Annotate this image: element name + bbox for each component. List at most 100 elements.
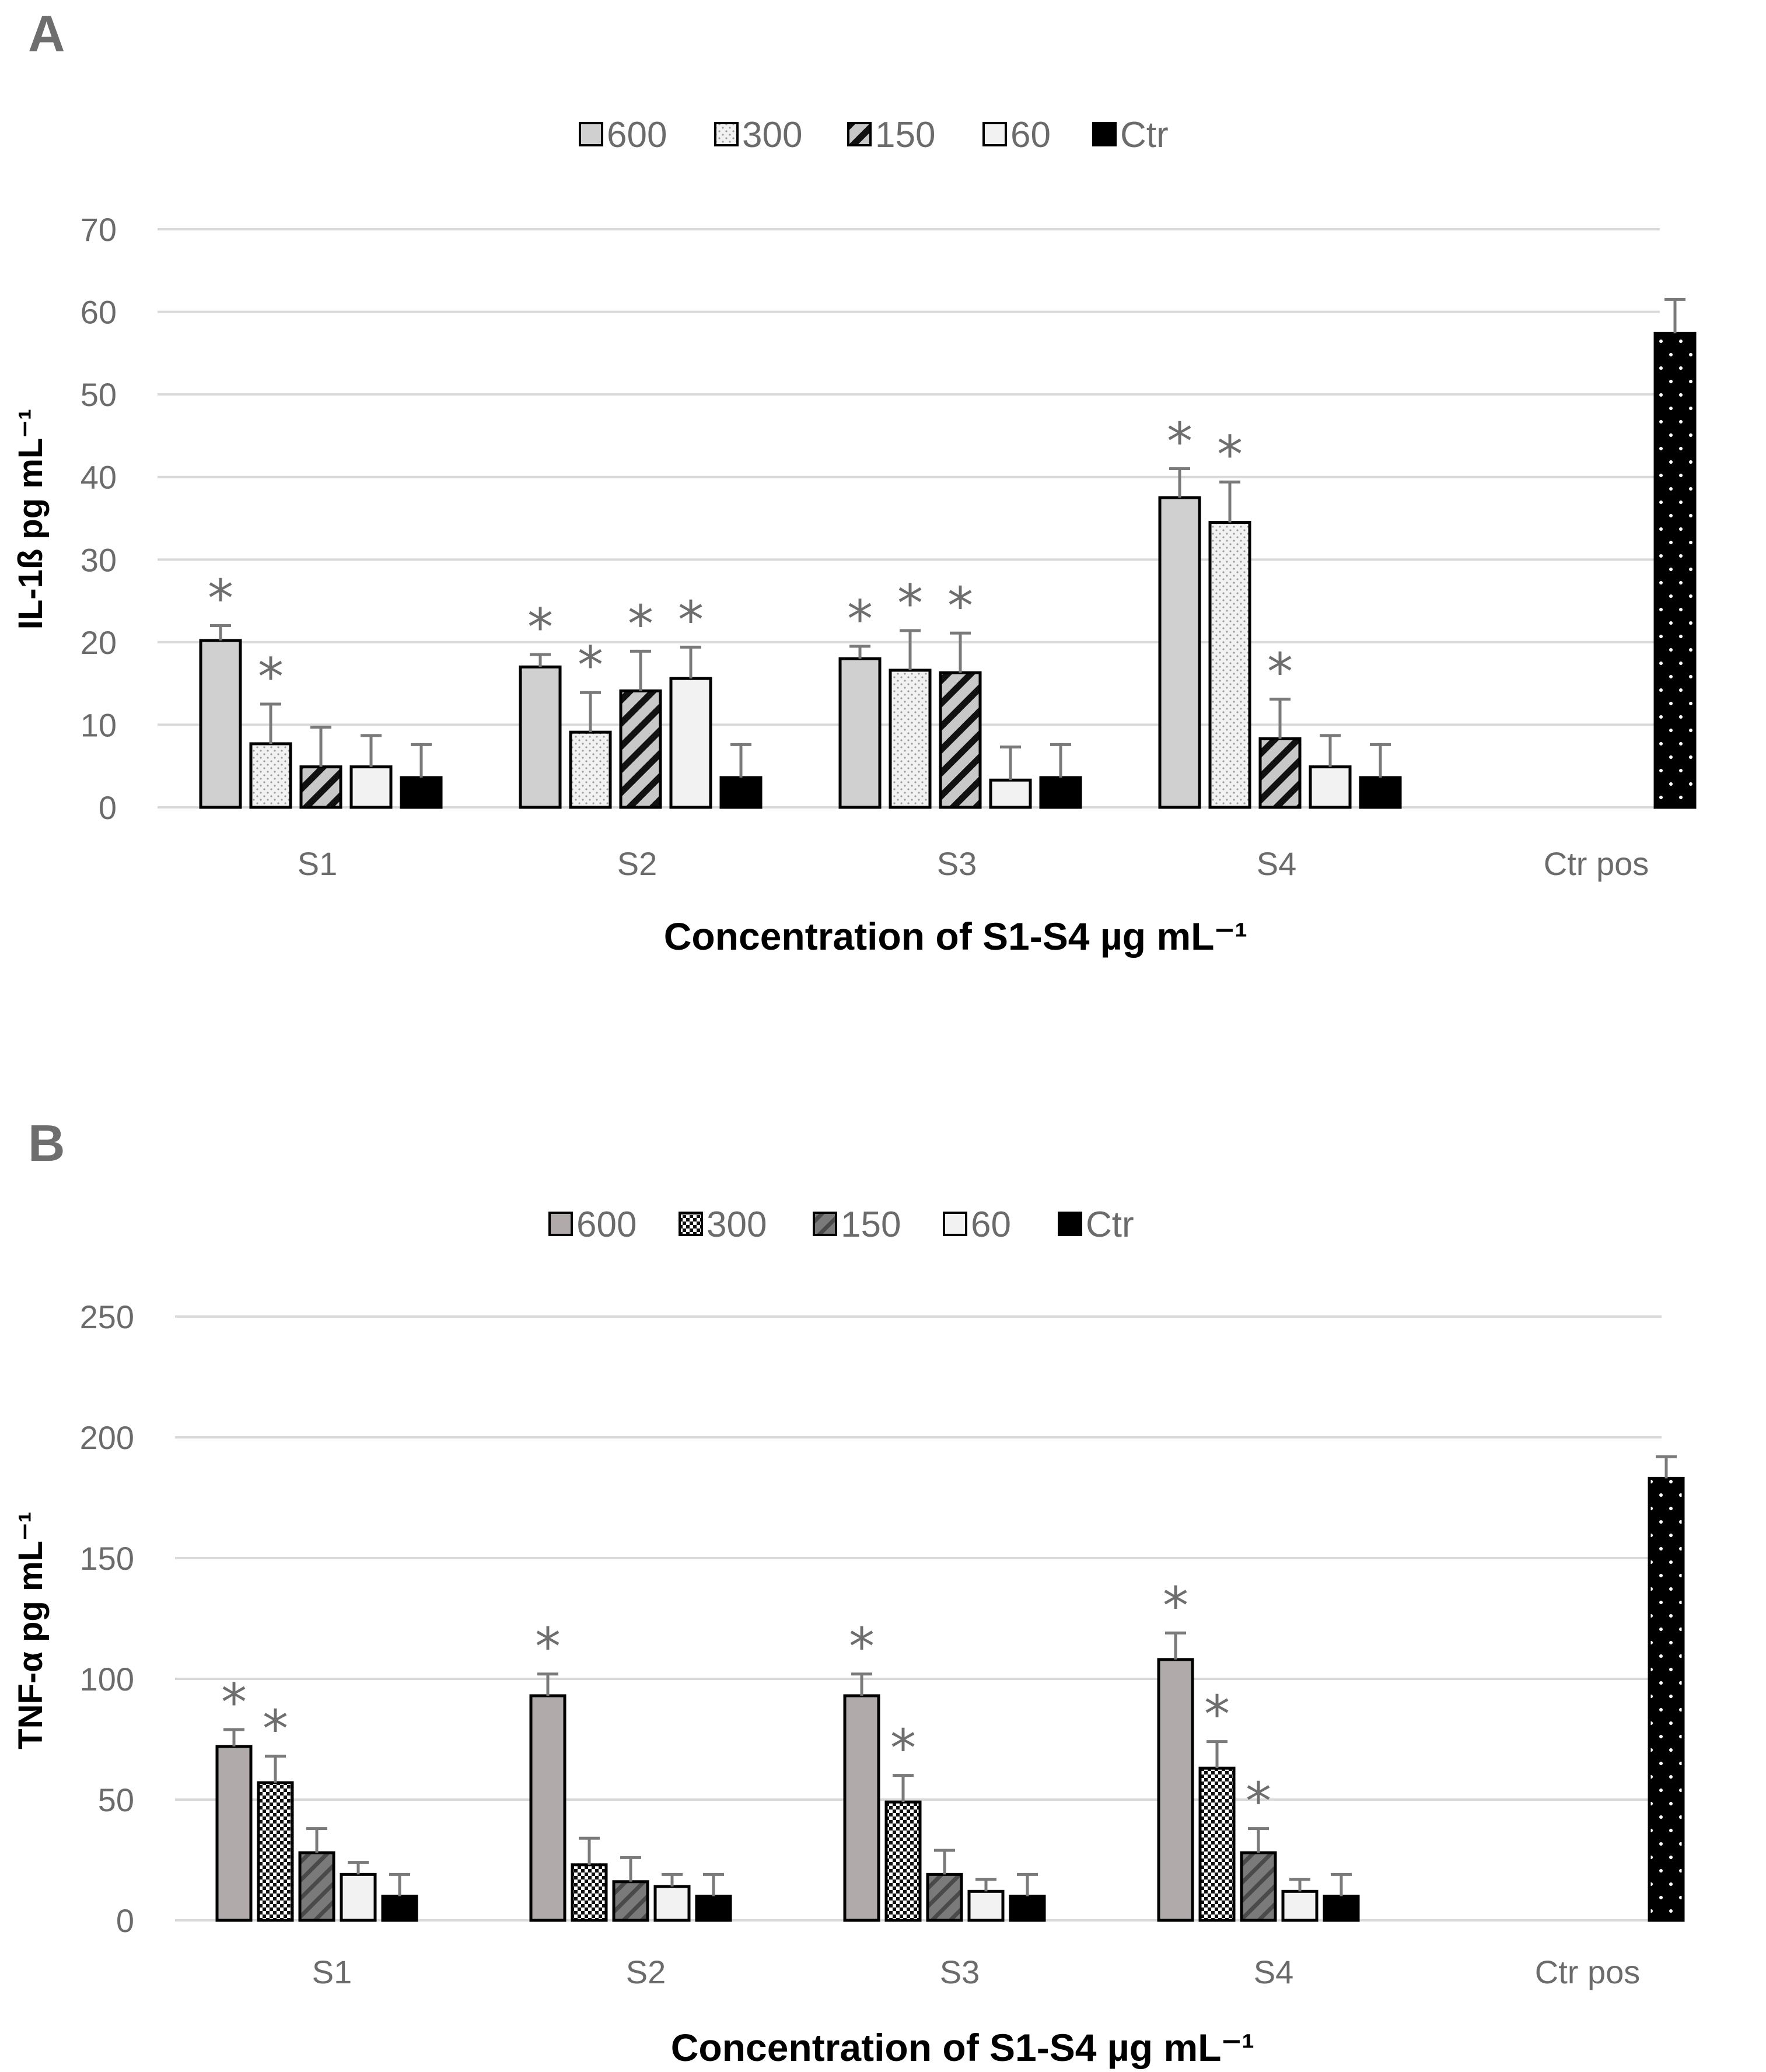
legend-swatch	[813, 1212, 837, 1236]
legend-swatch	[847, 122, 872, 146]
legend-label: 600	[607, 115, 667, 155]
panel-a-letter: A	[28, 5, 65, 62]
bar-60-s1	[340, 1873, 377, 1922]
y-tick-label: 70	[81, 211, 117, 248]
bar-600-s4	[1157, 1658, 1194, 1922]
legend-label: 600	[576, 1205, 637, 1245]
significance-star: *	[578, 635, 603, 695]
y-tick-label: 250	[80, 1298, 134, 1335]
bar-600-s2	[519, 665, 562, 809]
bar-150-s3	[939, 671, 982, 809]
y-tick-label: 150	[80, 1540, 134, 1577]
legend-swatch	[714, 122, 739, 146]
panel-a-error-bars	[210, 298, 1685, 780]
bar-60-s3	[967, 1889, 1005, 1922]
bar-60-s4	[1281, 1889, 1319, 1922]
significance-star: *	[890, 1718, 916, 1779]
bar-600-s1	[215, 1745, 253, 1922]
x-tick-label: S2	[626, 1954, 666, 1990]
y-tick-label: 30	[81, 541, 117, 578]
bar-300-s1	[257, 1781, 294, 1922]
significance-star: *	[208, 569, 233, 629]
legend-label: 60	[1010, 115, 1051, 155]
significance-star: *	[849, 1617, 875, 1677]
legend-label: 150	[875, 115, 935, 155]
bar-ctr-s2	[719, 776, 763, 809]
legend-label: 60	[971, 1205, 1011, 1245]
y-tick-label: 0	[116, 1902, 134, 1939]
panel-b-error-bars	[223, 1455, 1677, 1896]
bar-60-s2	[669, 677, 712, 809]
y-tick-label: 200	[80, 1419, 134, 1456]
panel-a-bars	[199, 331, 1697, 809]
x-tick-label: S1	[298, 845, 338, 882]
legend-label: Ctr	[1120, 115, 1169, 155]
bar-ctr-s4	[1359, 776, 1402, 809]
significance-star: *	[1163, 1576, 1188, 1636]
bar-300-s3	[889, 668, 932, 809]
bar-300-s4	[1198, 1766, 1236, 1922]
bar-60-s2	[653, 1885, 691, 1922]
significance-star: *	[1246, 1772, 1271, 1832]
bar-600-s4	[1158, 496, 1201, 809]
bar-300-s2	[571, 1863, 608, 1922]
significance-star: *	[628, 594, 653, 654]
bar-150-s1	[299, 765, 342, 809]
panel-b-x-axis-label: Concentration of S1-S4 µg mL⁻¹	[671, 2026, 1255, 2069]
x-tick-label: S3	[940, 1954, 980, 1990]
bar-150-s4	[1258, 737, 1302, 809]
bar-ctr-s3	[1039, 776, 1082, 809]
legend-swatch	[1058, 1212, 1082, 1236]
bar-300-s4	[1208, 521, 1251, 809]
bar-300-s1	[249, 742, 292, 809]
panel-b-letter: B	[28, 1114, 65, 1172]
legend-label: Ctr	[1086, 1205, 1134, 1245]
panel-b-x-ticks: S1 S2 S3 S4 Ctr pos	[312, 1954, 1641, 1990]
significance-star: *	[263, 1699, 288, 1759]
bar-600-s3	[838, 657, 882, 809]
panel-b-y-axis-label: TNF-α pg mL⁻¹	[12, 1511, 50, 1749]
y-tick-label: 50	[98, 1782, 134, 1818]
bar-150-s2	[612, 1880, 649, 1922]
panel-a-significance-marks: * * * * * * * * * * * *	[208, 412, 1293, 707]
x-tick-label: S2	[617, 845, 658, 882]
bar-300-s3	[884, 1800, 922, 1922]
significance-star: *	[847, 589, 873, 649]
y-tick-label: 20	[81, 624, 117, 661]
bar-60-s4	[1309, 765, 1352, 809]
significance-star: *	[535, 1617, 561, 1677]
bar-150-s1	[298, 1851, 335, 1922]
legend-swatch	[548, 1212, 573, 1236]
bar-ctr-pos-ctr-pos	[1648, 1476, 1685, 1922]
bar-150-s3	[926, 1873, 963, 1922]
bar-600-s3	[843, 1694, 880, 1922]
bar-600-s1	[199, 639, 242, 809]
y-tick-label: 100	[80, 1661, 134, 1698]
legend-swatch	[579, 122, 603, 146]
legend-label: 150	[841, 1205, 901, 1245]
y-tick-label: 10	[81, 706, 117, 743]
y-tick-label: 60	[81, 294, 117, 331]
bar-ctr-s4	[1323, 1895, 1360, 1922]
significance-star: *	[1217, 425, 1243, 485]
panel-b-significance-marks: ** *** ***	[221, 1576, 1271, 1831]
panel-b-legend: 600 300 150 60 Ctr	[548, 1205, 1134, 1245]
x-tick-label: Ctr pos	[1544, 845, 1649, 882]
panel-a-y-ticks: 0 10 20 30 40 50 60 70	[81, 211, 117, 826]
legend-swatch	[943, 1212, 967, 1236]
x-tick-label: S4	[1257, 845, 1297, 882]
bar-300-s2	[569, 730, 612, 809]
bar-ctr-s2	[695, 1895, 732, 1922]
panel-b-bars	[215, 1476, 1685, 1922]
significance-star: *	[258, 647, 284, 707]
bar-600-s2	[529, 1694, 566, 1922]
legend-label: 300	[707, 1205, 767, 1245]
x-tick-label: S3	[937, 845, 977, 882]
significance-star: *	[947, 576, 973, 636]
significance-star: *	[1167, 412, 1193, 472]
panel-a-x-ticks: S1 S2 S3 S4 Ctr pos	[298, 845, 1649, 882]
x-tick-label: S1	[312, 1954, 352, 1990]
panel-a-legend: 600 300 150 60 Ctr	[579, 115, 1169, 155]
